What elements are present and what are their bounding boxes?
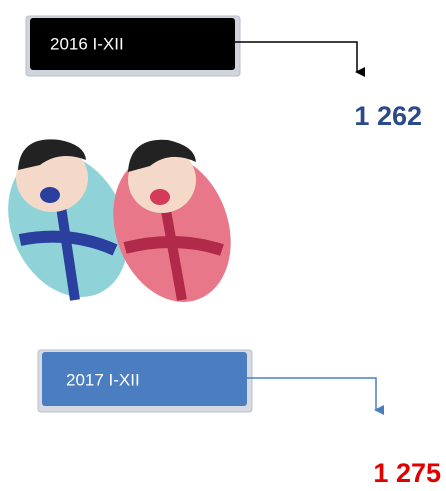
canvas: 2016 I-XII 1 262 2017 I-XII 1 275 bbox=[0, 0, 446, 491]
value-text: 1 262 bbox=[354, 101, 422, 131]
infographic: 2016 I-XII 1 262 2017 I-XII 1 275 bbox=[0, 0, 446, 491]
arrow bbox=[235, 42, 357, 72]
period-label: 2016 I-XII bbox=[50, 34, 124, 53]
babies-illustration bbox=[0, 133, 251, 318]
arrow bbox=[247, 378, 376, 410]
value-text: 1 275 bbox=[373, 458, 441, 488]
period-label: 2017 I-XII bbox=[66, 370, 140, 389]
